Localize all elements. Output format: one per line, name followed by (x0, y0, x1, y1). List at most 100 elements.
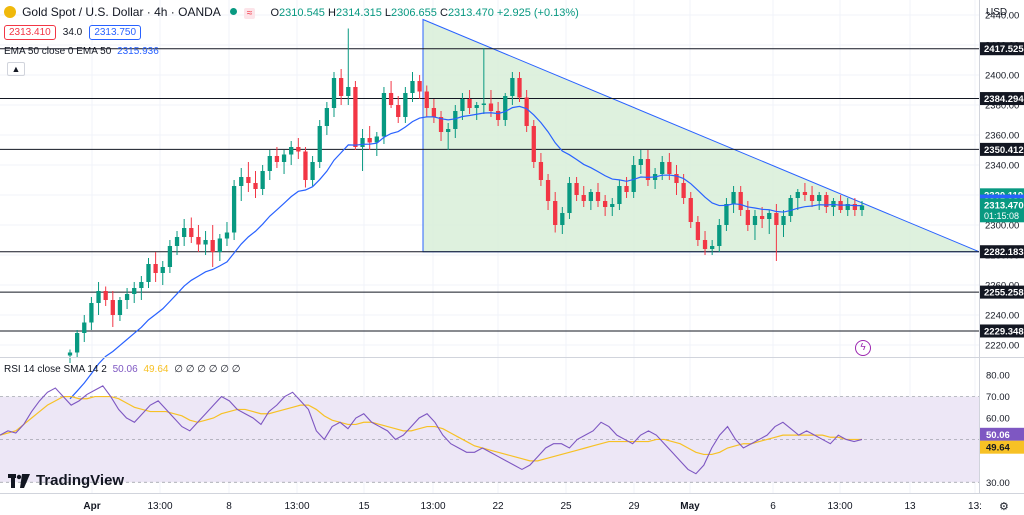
candle-body (495, 111, 501, 120)
candle-body (781, 216, 786, 225)
candle-body (638, 159, 643, 165)
candle-body (417, 81, 422, 92)
lightning-icon[interactable]: ϟ (855, 340, 871, 356)
price-tick-label: 2360.00 (985, 131, 1019, 142)
rsi-sma-value: 49.64 (143, 364, 169, 375)
price-tick-label: 2340.00 (985, 161, 1019, 172)
bid-ask-row: 2313.410 34.0 2313.750 (4, 25, 142, 40)
candle-body (688, 198, 693, 222)
candle-body (581, 195, 586, 201)
level-tag-2 (980, 142, 1024, 156)
candle-body (160, 267, 165, 273)
candle-body (824, 195, 829, 207)
candle-body (795, 192, 800, 198)
candle-body (381, 93, 387, 137)
candle-body (281, 154, 287, 162)
candle-body (253, 183, 258, 189)
sell-price-button[interactable]: 2313.410 (4, 25, 56, 40)
time-tick-label: 13:00 (284, 501, 309, 512)
ema-value: 2315.936 (117, 46, 159, 57)
level-tag-1 (980, 92, 1024, 106)
candle-body (124, 294, 130, 300)
candle-body (759, 216, 765, 219)
candle-body (595, 192, 601, 201)
time-tick-label: 29 (628, 501, 640, 512)
candle-body (588, 192, 594, 201)
candle-body (681, 183, 686, 198)
rsi-tick-label: 60.00 (986, 414, 1010, 425)
candle-body (82, 322, 87, 333)
rsi-legend[interactable]: RSI 14 close SMA 14 2 50.06 49.64 ∅ ∅ ∅ … (4, 364, 240, 375)
currency-label[interactable]: USD (986, 7, 1008, 18)
candle-body (353, 87, 358, 147)
candle-body (196, 237, 201, 245)
spread-value: 34.0 (62, 27, 83, 38)
buy-price-button[interactable]: 2313.750 (89, 25, 142, 40)
time-tick-label: 13: (968, 501, 982, 512)
time-tick-label: 22 (492, 501, 504, 512)
candle-body (610, 204, 615, 207)
candle-body (802, 192, 808, 195)
candle-body (560, 213, 565, 225)
chevron-up-icon: ▲ (7, 62, 25, 76)
candle-body (296, 147, 301, 152)
tradingview-logo-icon (8, 473, 30, 488)
price-tick-label: 2440.00 (985, 11, 1019, 22)
candle-body (260, 171, 265, 189)
settings-gear-icon[interactable]: ⚙ (999, 501, 1009, 513)
candle-body (153, 264, 158, 273)
price-tick-label: 2380.00 (985, 101, 1019, 112)
time-tick-label: 13:00 (420, 501, 445, 512)
candle-body (303, 151, 308, 180)
level-tag-label: 2384.294 (984, 94, 1024, 105)
change-value: +2.925 (+0.13%) (496, 7, 579, 19)
candle-body (852, 204, 858, 210)
time-tick-label: 13:00 (147, 501, 172, 512)
rsi-tick-label: 70.00 (986, 392, 1010, 403)
low-value: 2306.655 (391, 7, 437, 19)
time-tick-label: 6 (770, 501, 776, 512)
rsi-line (0, 385, 863, 475)
candle-body (267, 156, 272, 171)
candle-body (817, 195, 822, 201)
ema-legend[interactable]: EMA 50 close 0 EMA 50 2315.936 (4, 46, 159, 57)
candle-body (374, 136, 379, 143)
candle-body (174, 237, 180, 246)
symbol-title[interactable]: Gold Spot / U.S. Dollar · 4h · OANDA (22, 5, 221, 19)
candle-body (767, 213, 772, 219)
candle-body (110, 300, 115, 315)
candle-body (752, 216, 758, 225)
collapse-legend-button[interactable]: ▲ (7, 62, 25, 76)
candle-body (460, 99, 465, 111)
candle-body (289, 147, 294, 155)
dual-lines-icon[interactable]: ≈ (243, 8, 256, 19)
rsi-extra-values: ∅ ∅ ∅ ∅ ∅ ∅ (174, 364, 241, 375)
rsi-tick-label: 80.00 (986, 371, 1010, 382)
candle-body (246, 177, 251, 183)
high-value: 2314.315 (335, 7, 382, 19)
market-dot-icon (229, 8, 237, 15)
candle-body (217, 238, 222, 252)
level-tag-0 (980, 42, 1024, 56)
level-tag-label: 2255.258 (984, 288, 1024, 299)
candle-body (431, 108, 437, 117)
candle-body (859, 205, 865, 210)
candle-body (660, 162, 665, 174)
candle-body (717, 225, 722, 246)
candle-body (667, 162, 672, 174)
candle-body (360, 138, 365, 147)
candle-body (446, 129, 451, 132)
candle-body (103, 291, 108, 300)
countdown-label: 01:15:08 (984, 211, 1019, 221)
candle-body (338, 78, 344, 96)
candle-body (809, 195, 815, 201)
candle-body (182, 228, 187, 237)
brand-name: TradingView (36, 472, 125, 489)
candle-body (403, 93, 408, 117)
time-tick-label: 13 (904, 501, 916, 512)
candle-body (517, 78, 522, 98)
candle-body (624, 186, 629, 192)
level-tag-label: 2229.348 (984, 326, 1024, 337)
candle-body (67, 352, 73, 356)
